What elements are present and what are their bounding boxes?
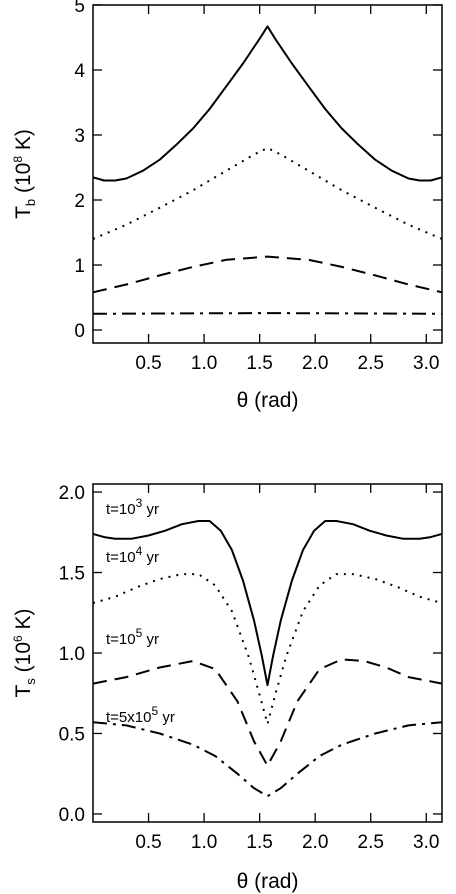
x-axis-label: θ (rad) (237, 870, 299, 893)
curve-label-exponent: 5 (151, 704, 158, 718)
x-axis-symbol: θ (237, 389, 249, 412)
y-axis-unit: (10 (12, 163, 35, 193)
y-axis-unit: (10 (12, 642, 35, 672)
y-axis-label: Ts (106 K) (11, 608, 38, 697)
y-tick-label: 0 (74, 321, 85, 342)
y-tick-label: 1 (74, 256, 85, 277)
x-tick-label: 1.0 (191, 832, 217, 853)
y-tick-label: 3 (74, 126, 85, 147)
y-tick-label: 1.0 (59, 644, 85, 665)
x-axis-unit: (rad) (254, 870, 298, 893)
series-line-dashdot (92, 721, 443, 798)
bottom-panel: 0.5 1.0 1.5 2.0 2.5 3.00.00.51.01.52.0θ (rad)… (11, 483, 443, 893)
y-tick-label: 1.5 (59, 564, 85, 585)
y-tick-label: 5 (74, 0, 85, 17)
series-line-dotted (92, 147, 443, 240)
y-tick-label: 2 (74, 191, 85, 212)
curve-label: t=105 yr (106, 626, 159, 648)
series-line-dashed (92, 255, 443, 294)
y-tick-label: 0.5 (59, 724, 85, 745)
y-axis-subscript: b (23, 199, 38, 206)
x-tick-label: 0.5 (135, 832, 161, 853)
curve-label-exponent: 5 (136, 626, 143, 640)
curve-label-exponent: 4 (136, 544, 143, 558)
curve-label-unit: yr (158, 709, 175, 726)
curve-label-text: t=5x10 (106, 709, 151, 726)
x-axis-symbol: θ (237, 870, 249, 893)
curve-label-unit: yr (142, 631, 159, 648)
y-tick-label: 4 (74, 61, 85, 82)
y-tick-label: 2.0 (59, 483, 85, 504)
x-tick-label: 3.0 (413, 832, 439, 853)
y-axis-label: Tb (108 K) (11, 129, 38, 219)
x-tick-label: 1.5 (246, 353, 272, 374)
y-axis-symbol: T (12, 206, 35, 219)
plot-frame (92, 4, 443, 344)
series-line-solid (92, 520, 443, 687)
x-axis-unit: (rad) (254, 389, 298, 412)
curve-label-text: t=10 (106, 631, 136, 648)
y-axis-unit-tail: K) (12, 129, 35, 156)
x-tick-label: 2.0 (302, 832, 328, 853)
curve-label: t=103 yr (106, 496, 159, 518)
y-axis-symbol: T (12, 685, 35, 698)
series-line-solid (92, 25, 443, 182)
series-line-dashdot (92, 312, 443, 315)
curve-label-text: t=10 (106, 501, 136, 518)
series-line-dotted (92, 573, 443, 725)
x-tick-label: 1.5 (246, 832, 272, 853)
curve-label-text: t=10 (106, 549, 136, 566)
y-axis-unit-tail: K) (12, 608, 35, 635)
y-tick-label: 0.0 (59, 805, 85, 826)
x-tick-label: 1.0 (191, 353, 217, 374)
x-tick-label: 2.5 (358, 353, 384, 374)
x-tick-label: 3.0 (413, 353, 439, 374)
curve-label: t=104 yr (106, 544, 159, 566)
plot-frame (92, 483, 443, 823)
curve-label-unit: yr (142, 501, 159, 518)
series-line-dashed (92, 658, 443, 767)
y-axis-subscript: s (23, 678, 38, 685)
x-axis-label: θ (rad) (237, 389, 299, 412)
curve-label-unit: yr (142, 549, 159, 566)
top-panel: 0.5 1.0 1.5 2.0 2.5 3.0 0 1 2 3 4 5 θ (rad) Tb (108 K… (11, 0, 443, 412)
curve-label: t=5x105 yr (106, 704, 175, 726)
curve-label-exponent: 3 (136, 496, 143, 510)
x-tick-label: 2.5 (358, 832, 384, 853)
x-tick-label: 0.5 (135, 353, 161, 374)
x-tick-label: 2.0 (302, 353, 328, 374)
y-axis-unit-exponent: 8 (11, 156, 25, 163)
y-axis-unit-exponent: 6 (11, 635, 25, 642)
